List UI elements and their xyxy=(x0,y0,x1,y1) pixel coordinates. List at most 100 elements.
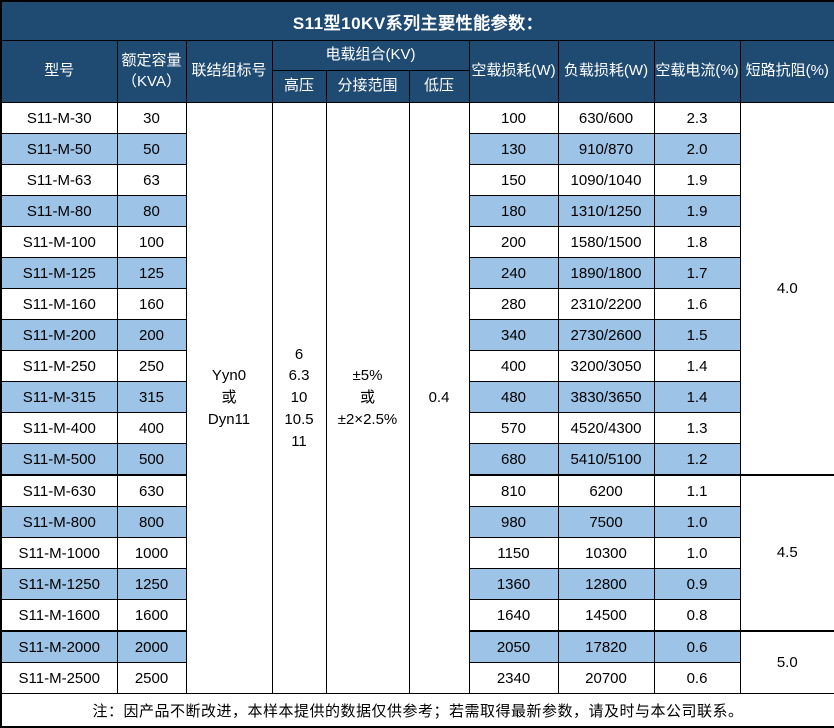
load-loss-cell: 12800 xyxy=(557,568,655,600)
no-load-loss-cell: 280 xyxy=(468,288,559,320)
no-load-loss-cell: 150 xyxy=(468,164,559,196)
table-row: S11-M-80 80 180 1310/1250 1.9 xyxy=(0,195,834,227)
no-load-current-cell: 2.3 xyxy=(653,102,741,134)
no-load-current-cell: 1.4 xyxy=(653,381,741,413)
load-loss-cell: 1890/1800 xyxy=(557,257,655,289)
connection-cell: Yyn0 或 Dyn11 xyxy=(185,102,273,694)
no-load-current-cell: 0.9 xyxy=(653,568,741,600)
load-loss-cell: 2310/2200 xyxy=(557,288,655,320)
load-loss-cell: 1090/1040 xyxy=(557,164,655,196)
no-load-current-cell: 0.8 xyxy=(653,599,741,632)
load-loss-cell: 14500 xyxy=(557,599,655,632)
load-loss-cell: 910/870 xyxy=(557,133,655,165)
tap-range-cell: ±5% 或 ±2×2.5% xyxy=(325,102,410,694)
no-load-current-cell: 1.4 xyxy=(653,350,741,382)
load-loss-cell: 3200/3050 xyxy=(557,350,655,382)
no-load-loss-cell: 240 xyxy=(468,257,559,289)
load-loss-cell: 3830/3650 xyxy=(557,381,655,413)
no-load-loss-cell: 570 xyxy=(468,412,559,444)
header-row-sub: 高压 分接范围 低压 xyxy=(1,70,834,103)
model-cell: S11-M-400 xyxy=(0,412,118,444)
no-load-current-cell: 2.0 xyxy=(653,133,741,165)
no-load-loss-cell: 400 xyxy=(468,350,559,382)
load-loss-cell: 10300 xyxy=(557,537,655,569)
header-no-load-loss: 空载损耗(W) xyxy=(468,40,559,103)
capacity-cell: 500 xyxy=(116,443,187,476)
table-row: S11-M-2000 2000 2050 17820 0.6 5.0 xyxy=(0,630,834,694)
capacity-cell: 160 xyxy=(116,288,187,320)
model-cell: S11-M-100 xyxy=(0,226,118,258)
load-loss-cell: 630/600 xyxy=(557,102,655,134)
model-cell: S11-M-500 xyxy=(0,443,118,476)
model-cell: S11-M-80 xyxy=(0,195,118,227)
load-loss-cell: 2730/2600 xyxy=(557,319,655,351)
model-cell: S11-M-1000 xyxy=(0,537,118,569)
table-row: S11-M-50 50 130 910/870 2.0 xyxy=(0,133,834,165)
no-load-loss-cell: 2050 xyxy=(468,630,559,663)
header-capacity: 额定容量 （KVA） xyxy=(116,40,187,103)
table-row: S11-M-1600 1600 1640 14500 0.8 xyxy=(0,599,834,632)
table-row: S11-M-100 100 200 1580/1500 1.8 xyxy=(0,226,834,258)
capacity-cell: 80 xyxy=(116,195,187,227)
header-no-load-current: 空载电流(%) xyxy=(653,40,741,103)
page-title: S11型10KV系列主要性能参数： xyxy=(0,0,834,41)
no-load-current-cell: 1.0 xyxy=(653,537,741,569)
impedance-cell: 4.5 xyxy=(739,474,834,632)
header-model: 型号 xyxy=(0,40,118,103)
no-load-current-cell: 1.8 xyxy=(653,226,741,258)
capacity-cell: 2000 xyxy=(116,630,187,663)
table-body: S11-M-30 30 Yyn0 或 Dyn11 6 6.3 10 10.5 11 ±5… xyxy=(0,102,834,694)
capacity-cell: 315 xyxy=(116,381,187,413)
no-load-current-cell: 0.6 xyxy=(653,662,741,694)
capacity-cell: 100 xyxy=(116,226,187,258)
no-load-loss-cell: 200 xyxy=(468,226,559,258)
table-row: S11-M-1250 1250 1360 12800 0.9 xyxy=(0,568,834,600)
model-cell: S11-M-63 xyxy=(0,164,118,196)
no-load-loss-cell: 980 xyxy=(468,506,559,538)
table-row: S11-M-400 400 570 4520/4300 1.3 xyxy=(0,412,834,444)
table-header: S11型10KV系列主要性能参数： 型号 额定容量 （KVA） 联结组标号 电载… xyxy=(0,0,834,103)
model-cell: S11-M-315 xyxy=(0,381,118,413)
table-row: S11-M-125 125 240 1890/1800 1.7 xyxy=(0,257,834,289)
capacity-cell: 1250 xyxy=(116,568,187,600)
header-connection: 联结组标号 xyxy=(185,40,273,103)
model-cell: S11-M-1600 xyxy=(0,599,118,632)
header-high-voltage: 高压 xyxy=(271,70,327,103)
no-load-loss-cell: 2340 xyxy=(468,662,559,694)
no-load-loss-cell: 1360 xyxy=(468,568,559,600)
model-cell: S11-M-125 xyxy=(0,257,118,289)
no-load-current-cell: 1.3 xyxy=(653,412,741,444)
title-row: S11型10KV系列主要性能参数： xyxy=(0,0,834,41)
table-row: S11-M-630 630 810 6200 1.1 4.5 xyxy=(0,474,834,632)
no-load-current-cell: 1.0 xyxy=(653,506,741,538)
load-loss-cell: 7500 xyxy=(557,506,655,538)
high-voltage-cell: 6 6.3 10 10.5 11 xyxy=(271,102,327,694)
capacity-cell: 1000 xyxy=(116,537,187,569)
table-row: S11-M-160 160 280 2310/2200 1.6 xyxy=(0,288,834,320)
model-cell: S11-M-160 xyxy=(0,288,118,320)
low-voltage-cell: 0.4 xyxy=(408,102,470,694)
load-loss-cell: 17820 xyxy=(557,630,655,663)
model-cell: S11-M-2500 xyxy=(0,662,118,694)
no-load-loss-cell: 680 xyxy=(468,443,559,476)
no-load-loss-cell: 810 xyxy=(468,474,559,507)
capacity-cell: 125 xyxy=(116,257,187,289)
load-loss-cell: 6200 xyxy=(557,474,655,507)
no-load-current-cell: 1.7 xyxy=(653,257,741,289)
table-row: S11-M-315 315 480 3830/3650 1.4 xyxy=(0,381,834,413)
no-load-current-cell: 1.1 xyxy=(653,474,741,507)
footer-row: 注：因产品不断改进，本样本提供的数据仅供参考；若需取得最新参数，请及时与本公司联… xyxy=(0,693,834,728)
table-row: S11-M-500 500 680 5410/5100 1.2 xyxy=(0,443,834,476)
model-cell: S11-M-1250 xyxy=(0,568,118,600)
model-cell: S11-M-250 xyxy=(0,350,118,382)
no-load-current-cell: 1.5 xyxy=(653,319,741,351)
no-load-loss-cell: 130 xyxy=(468,133,559,165)
capacity-cell: 50 xyxy=(116,133,187,165)
load-loss-cell: 1580/1500 xyxy=(557,226,655,258)
model-cell: S11-M-200 xyxy=(0,319,118,351)
header-load-loss: 负载损耗(W) xyxy=(557,40,655,103)
capacity-cell: 800 xyxy=(116,506,187,538)
model-cell: S11-M-800 xyxy=(0,506,118,538)
